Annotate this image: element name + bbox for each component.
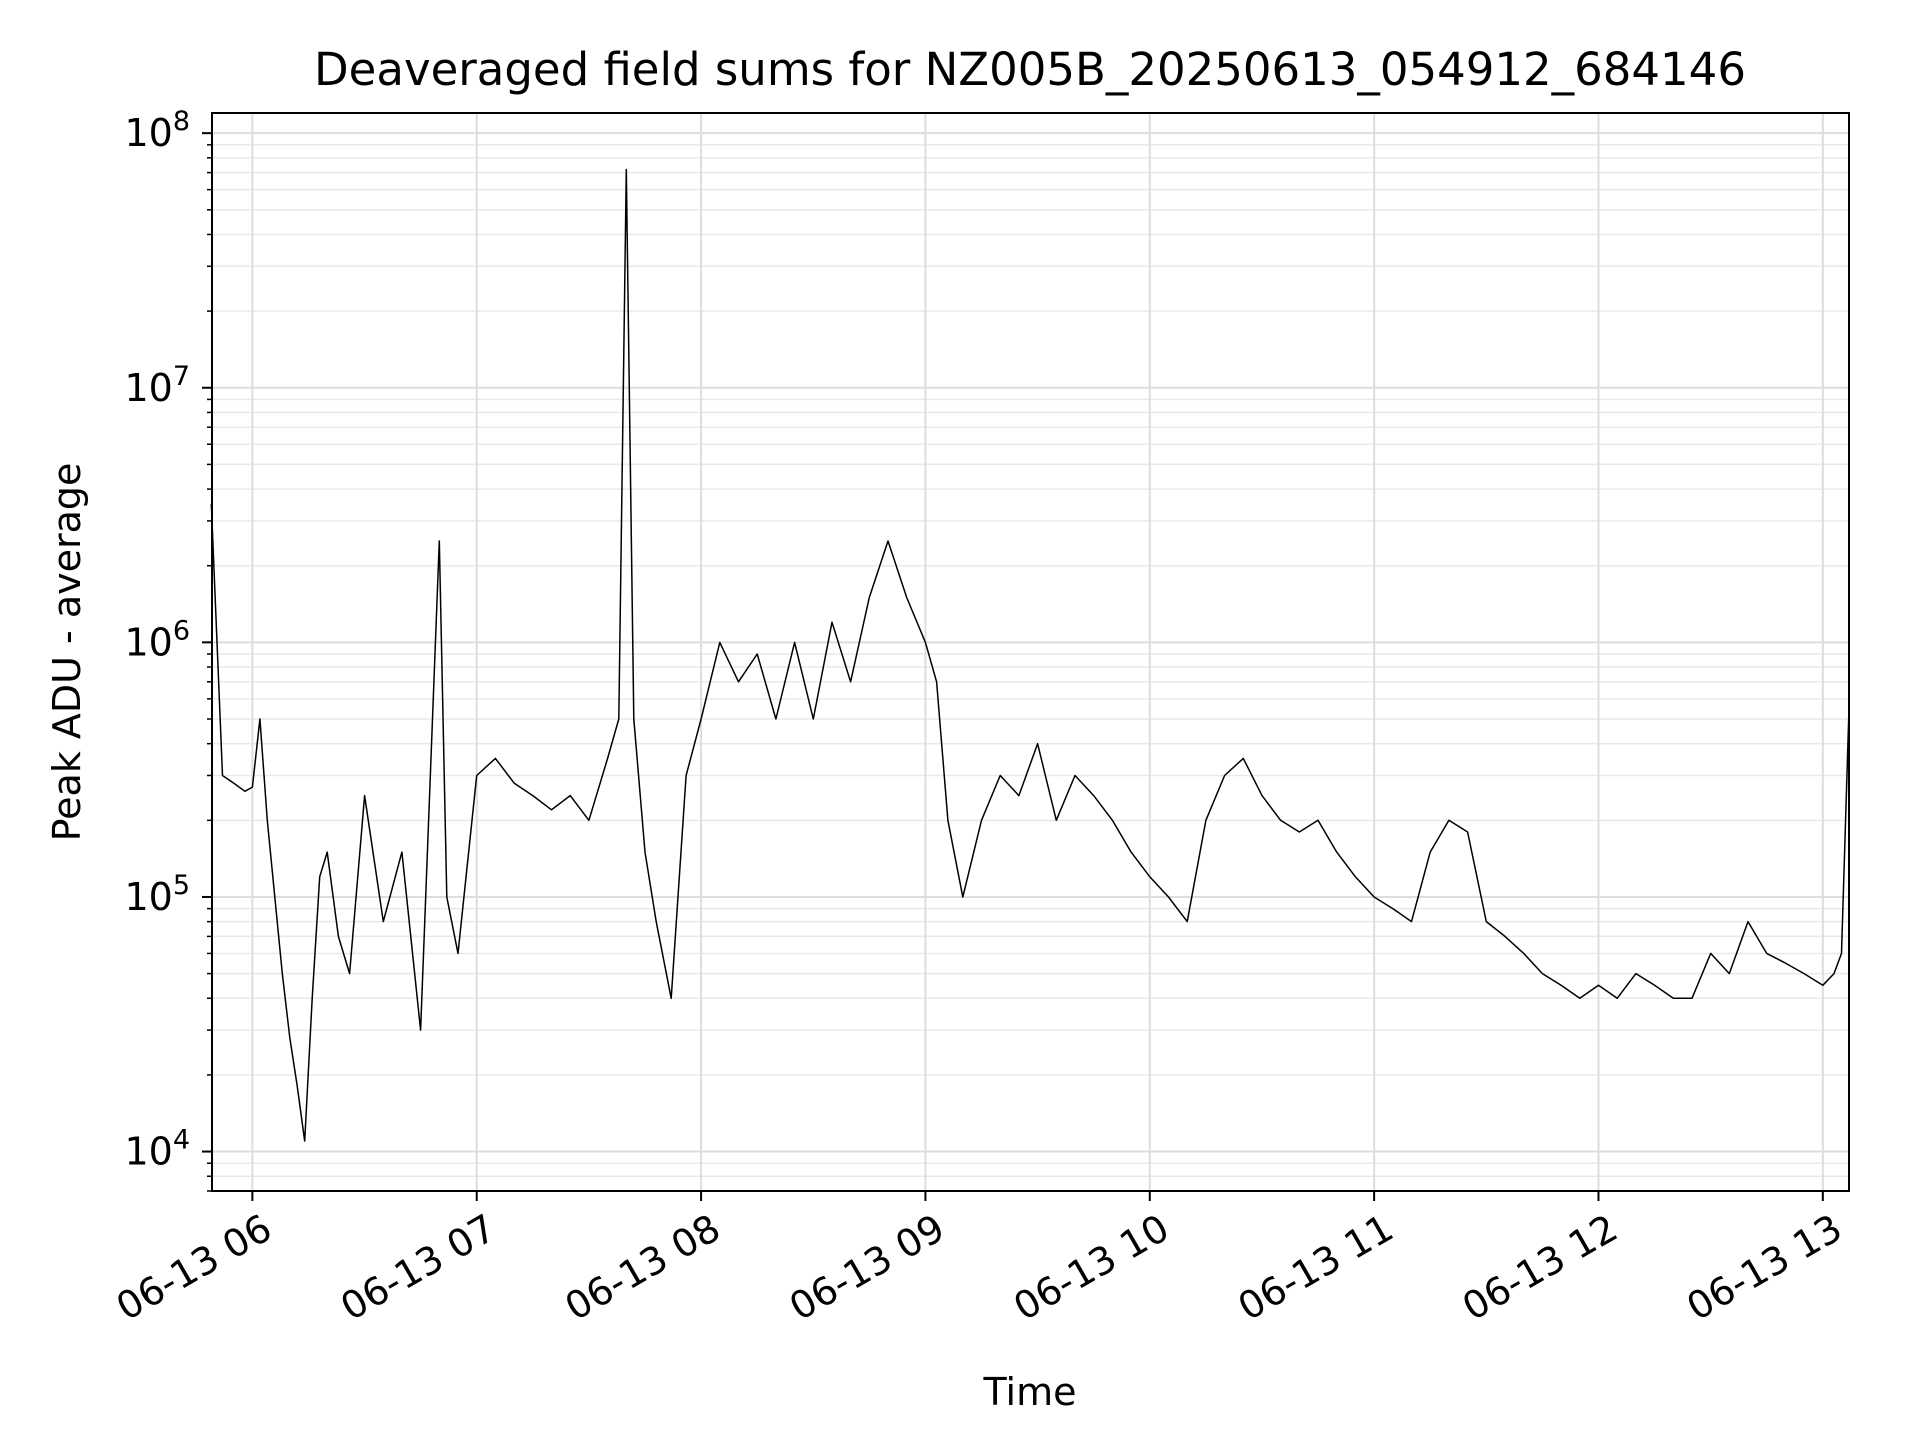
y-tick-label: 106 — [124, 615, 190, 664]
grid — [212, 113, 1849, 1192]
series-layer — [210, 168, 1850, 1142]
y-tick-label: 107 — [124, 361, 190, 410]
y-tick-label: 108 — [124, 106, 190, 155]
y-axis: 104 105 106 107 108 — [124, 106, 212, 1192]
y-tick-label: 104 — [124, 1125, 190, 1174]
y-axis-label: Peak ADU - average — [45, 463, 89, 842]
x-axis-label: Time — [983, 1370, 1077, 1414]
series-line — [210, 168, 1850, 1142]
chart-title: Deaveraged field sums for NZ005B_2025061… — [314, 43, 1746, 96]
y-tick-label: 105 — [124, 870, 190, 919]
plot-frame — [211, 112, 1850, 1192]
